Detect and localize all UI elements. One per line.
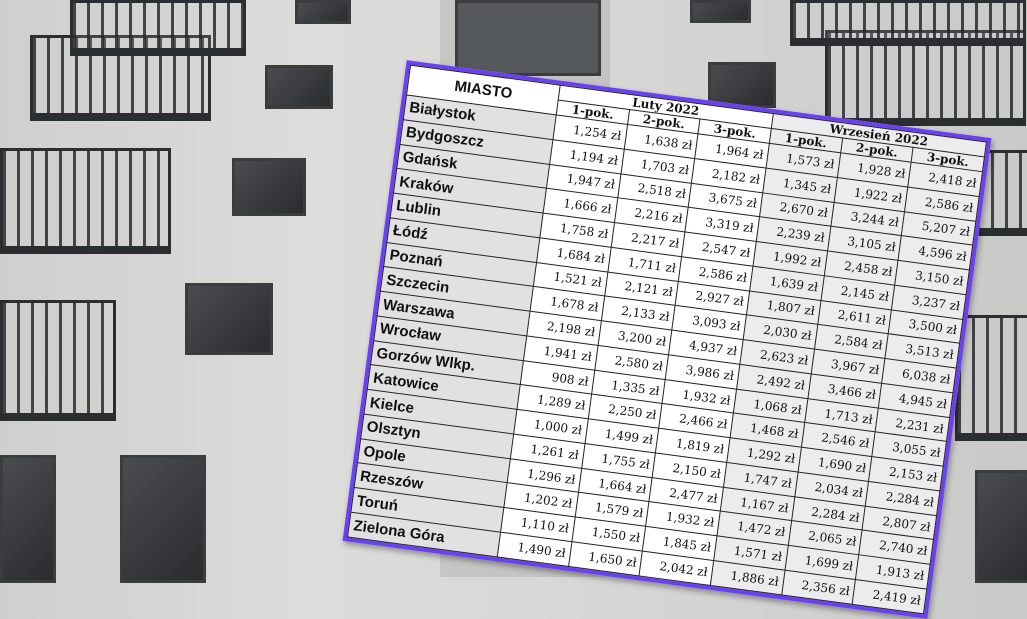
window (0, 455, 56, 583)
rent-prices-table-card: MIASTO Luty 2022 Wrzesień 2022 1-pok. 2-… (342, 60, 992, 619)
window (975, 470, 1027, 583)
balcony (70, 0, 246, 56)
balcony (790, 0, 1026, 46)
window (690, 0, 751, 23)
window (708, 62, 776, 108)
rent-prices-table: MIASTO Luty 2022 Wrzesień 2022 1-pok. 2-… (347, 65, 987, 615)
balcony (0, 300, 116, 421)
window (185, 283, 273, 355)
window (265, 65, 333, 109)
window (232, 158, 306, 216)
window (455, 0, 601, 76)
building-photo-background (0, 0, 1027, 583)
balcony (0, 148, 171, 254)
balcony (955, 315, 1027, 441)
window (120, 455, 206, 583)
window (295, 0, 351, 24)
